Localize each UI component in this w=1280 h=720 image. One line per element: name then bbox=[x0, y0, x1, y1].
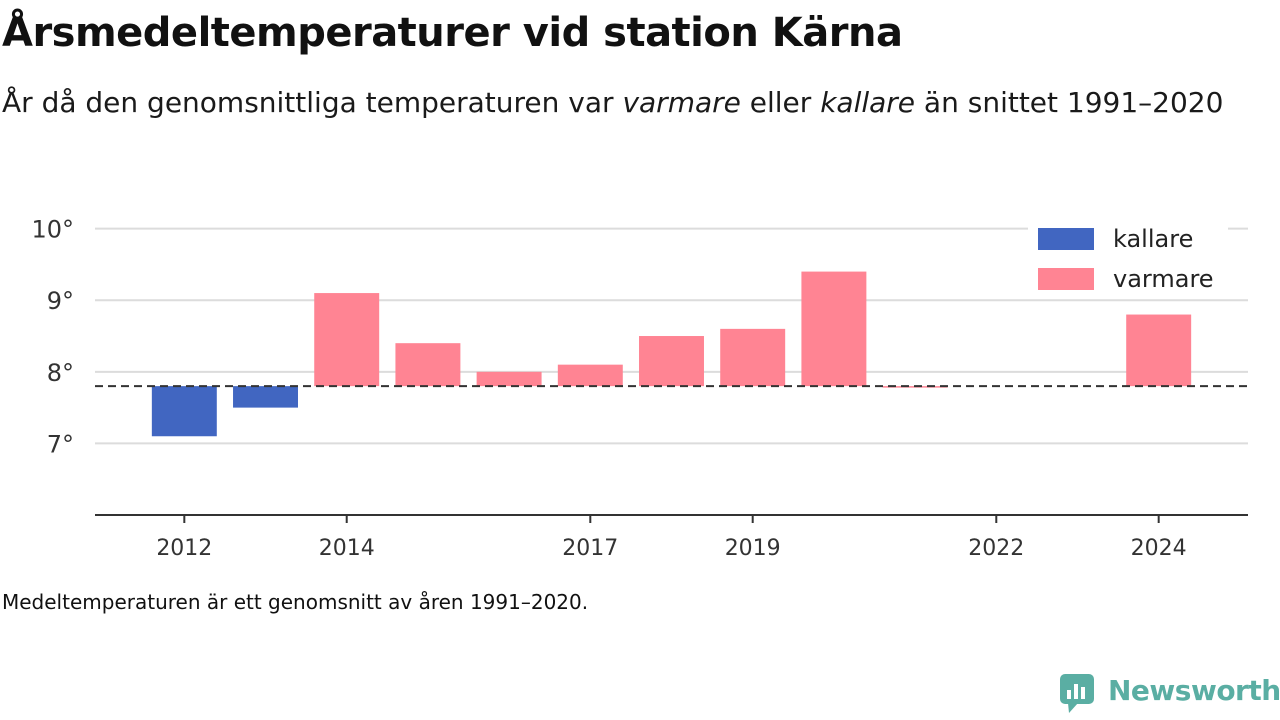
chart-footnote: Medeltemperaturen är ett genomsnitt av å… bbox=[2, 590, 589, 614]
subtitle-text-3: än snittet 1991–2020 bbox=[915, 86, 1224, 119]
bar bbox=[557, 364, 623, 387]
bar bbox=[801, 271, 867, 387]
legend-label-colder: kallare bbox=[1113, 225, 1193, 253]
legend-label-warmer: varmare bbox=[1113, 265, 1214, 293]
y-tick-label: 8° bbox=[47, 359, 74, 387]
x-tick-label: 2012 bbox=[156, 536, 212, 561]
bar bbox=[639, 336, 704, 387]
bar bbox=[1126, 314, 1192, 387]
newsworthy-logo-text: Newsworthy bbox=[1108, 674, 1280, 707]
bar bbox=[151, 386, 217, 437]
subtitle-text-2: eller bbox=[740, 86, 821, 119]
subtitle-text-1: År då den genomsnittliga temperaturen va… bbox=[2, 86, 623, 119]
legend-swatch-warmer bbox=[1038, 268, 1094, 290]
bar bbox=[233, 386, 298, 408]
x-tick-label: 2024 bbox=[1131, 536, 1187, 561]
bar bbox=[476, 371, 542, 387]
newsworthy-logo-icon bbox=[1060, 674, 1094, 713]
bar-chart: 7° 8° 9° 10° 2012 2014 2017 2019 2022 2024 kallare… bbox=[31, 216, 1248, 561]
x-tick-label: 2014 bbox=[319, 536, 375, 561]
chart-title: Årsmedeltemperaturer vid station Kärna bbox=[2, 10, 903, 56]
y-tick-label: 10° bbox=[31, 216, 74, 244]
x-tick-label: 2022 bbox=[968, 536, 1024, 561]
y-tick-label: 7° bbox=[47, 430, 74, 458]
x-tick-label: 2019 bbox=[725, 536, 781, 561]
chart-subtitle: År då den genomsnittliga temperaturen va… bbox=[2, 82, 1242, 124]
bar bbox=[720, 328, 786, 387]
x-tick-label: 2017 bbox=[562, 536, 618, 561]
subtitle-emphasis-warmer: varmare bbox=[622, 86, 741, 119]
newsworthy-logo: Newsworthy bbox=[1058, 672, 1280, 716]
legend-swatch-colder bbox=[1038, 228, 1094, 250]
subtitle-emphasis-colder: kallare bbox=[820, 86, 916, 119]
bar bbox=[314, 293, 380, 387]
y-tick-label: 9° bbox=[47, 287, 74, 315]
bar bbox=[395, 343, 461, 387]
